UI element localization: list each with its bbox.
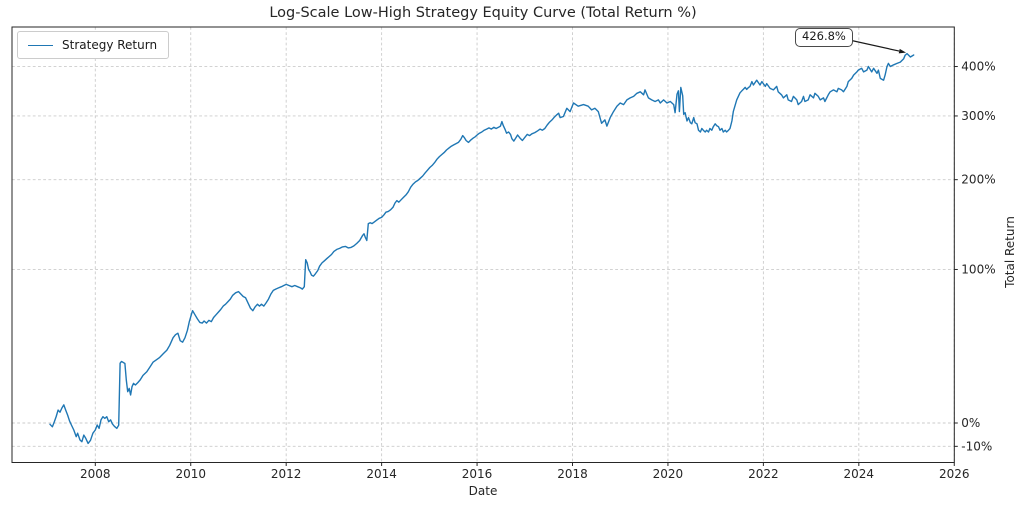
x-tick-label: 2024 bbox=[844, 467, 875, 481]
final-value-annotation: 426.8% bbox=[795, 28, 853, 47]
y-tick-label: -10% bbox=[961, 439, 992, 453]
annotation-arrow bbox=[846, 38, 900, 52]
y-axis-label: Total Return bbox=[1003, 216, 1017, 288]
legend-label: Strategy Return bbox=[62, 38, 158, 52]
x-tick-label: 2022 bbox=[748, 467, 779, 481]
x-tick-label: 2018 bbox=[557, 467, 588, 481]
legend: Strategy Return bbox=[17, 31, 170, 59]
legend-line-icon bbox=[28, 44, 53, 46]
x-tick-label: 2026 bbox=[939, 467, 970, 481]
x-tick-label: 2010 bbox=[175, 467, 206, 481]
x-tick-label: 2020 bbox=[653, 467, 684, 481]
y-tick-label: 400% bbox=[961, 60, 995, 74]
x-tick-label: 2008 bbox=[80, 467, 111, 481]
x-tick-label: 2014 bbox=[366, 467, 397, 481]
y-tick-label: 100% bbox=[961, 262, 995, 276]
annotation-arrowhead bbox=[898, 48, 907, 54]
strategy-return-line bbox=[49, 52, 915, 445]
x-tick-label: 2012 bbox=[271, 467, 302, 481]
y-tick-label: 300% bbox=[961, 109, 995, 123]
x-tick-label: 2016 bbox=[462, 467, 493, 481]
y-tick-label: 0% bbox=[961, 416, 980, 430]
chart-title: Log-Scale Low-High Strategy Equity Curve… bbox=[269, 5, 697, 21]
plot-border bbox=[11, 26, 955, 463]
y-tick-label: 200% bbox=[961, 173, 995, 187]
x-axis-label: Date bbox=[468, 484, 498, 498]
